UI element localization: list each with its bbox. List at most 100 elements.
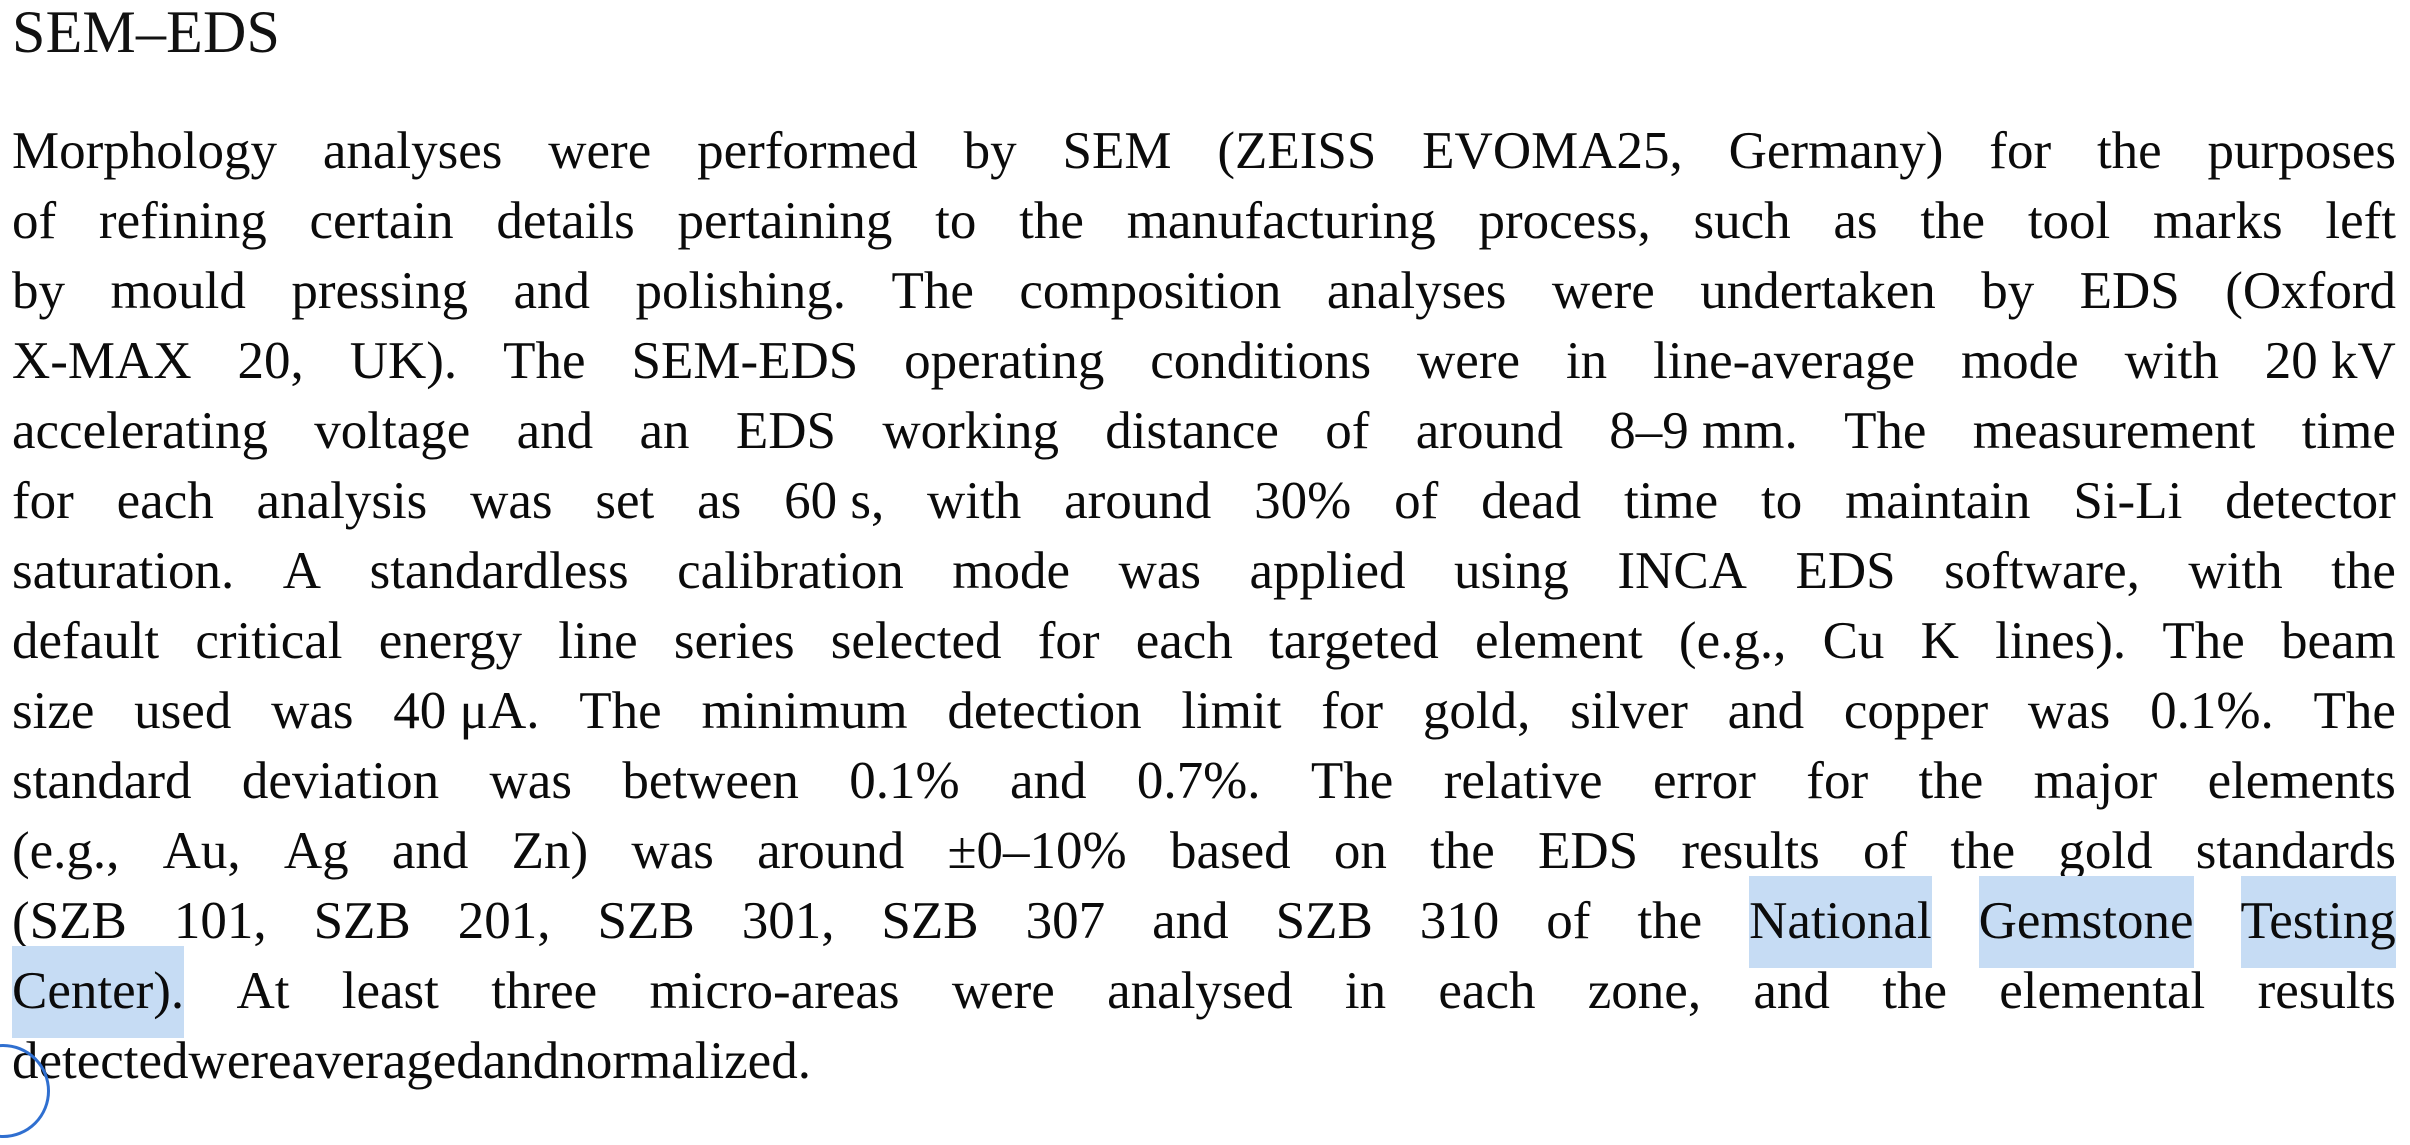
- word: 310: [1419, 892, 1500, 950]
- word: for: [12, 472, 74, 530]
- text-line: default critical energy line series selected f…: [12, 606, 2396, 676]
- word: saturation.: [12, 542, 235, 600]
- word: 8–9 mm.: [1609, 402, 1798, 460]
- word: results: [2257, 962, 2396, 1020]
- word: analysis: [256, 472, 428, 530]
- word: mode: [952, 542, 1071, 600]
- word: and: [1753, 962, 1830, 1020]
- word: composition: [1019, 262, 1282, 320]
- word: gold: [2058, 822, 2153, 880]
- selected-word[interactable]: Center).: [12, 956, 185, 1026]
- word: ±0–10%: [947, 822, 1127, 880]
- word: the: [1019, 192, 1084, 250]
- word: refining: [98, 192, 267, 250]
- word: analyses: [322, 122, 503, 180]
- word: copper: [1843, 682, 1989, 740]
- word: certain: [309, 192, 454, 250]
- word: beam: [2281, 612, 2396, 670]
- word: averaged: [291, 1032, 483, 1090]
- word: (ZEISS: [1217, 122, 1377, 180]
- word: Ag: [283, 822, 349, 880]
- word: The: [1310, 752, 1394, 810]
- word: of: [1325, 402, 1370, 460]
- text-line: X-MAX 20, UK). The SEM-EDS operating condition…: [12, 326, 2396, 396]
- word: (e.g.,: [12, 822, 120, 880]
- word: line: [558, 612, 638, 670]
- word: manufacturing: [1126, 192, 1436, 250]
- word: series: [673, 612, 795, 670]
- word: by: [1981, 262, 2035, 320]
- selected-word[interactable]: National: [1749, 886, 1932, 956]
- word: pertaining: [677, 192, 893, 250]
- word: pressing: [291, 262, 469, 320]
- word: the: [2096, 122, 2162, 180]
- word: the: [1430, 822, 1495, 880]
- word: standardless: [369, 542, 629, 600]
- word: conditions: [1150, 332, 1372, 390]
- word: The: [503, 332, 586, 390]
- word: the: [1918, 752, 1984, 810]
- word: standard: [12, 752, 192, 810]
- word: and: [391, 822, 469, 880]
- word: critical: [195, 612, 343, 670]
- word: to: [935, 192, 977, 250]
- word: elements: [2207, 752, 2396, 810]
- word: to: [1761, 472, 1803, 530]
- text-line-selected[interactable]: (SZB 101, SZB 201, SZB 301, SZB 307 and SZB 310 of t…: [12, 886, 2396, 956]
- word: the: [1637, 892, 1703, 950]
- word: were: [548, 122, 652, 180]
- word: around: [1064, 472, 1212, 530]
- word: Germany): [1728, 122, 1944, 180]
- text-line: detected were averaged and normalized.: [12, 1026, 2396, 1096]
- word: was: [631, 822, 714, 880]
- word: tool: [2027, 192, 2111, 250]
- word: 101,: [173, 892, 267, 950]
- word: set: [595, 472, 655, 530]
- word: silver: [1570, 682, 1688, 740]
- word: and: [1152, 892, 1229, 950]
- word: 0.7%.: [1136, 752, 1261, 810]
- word: process,: [1478, 192, 1651, 250]
- word: least: [341, 962, 439, 1020]
- word: operating: [904, 332, 1105, 390]
- word: with: [2188, 542, 2283, 600]
- word: EDS: [1538, 822, 1639, 880]
- word: the: [2331, 542, 2396, 600]
- text-line: of refining certain details pertaining to the m…: [12, 186, 2396, 256]
- word: default: [12, 612, 160, 670]
- text-line: size used was 40 μA. The minimum detection limi…: [12, 676, 2396, 746]
- word: (SZB: [12, 892, 127, 950]
- word: by: [12, 262, 65, 320]
- text-line: standard deviation was between 0.1% and 0.7%. T…: [12, 746, 2396, 816]
- word: three: [491, 962, 598, 1020]
- word: dead: [1481, 472, 1582, 530]
- word: line-average: [1653, 332, 1915, 390]
- word: of: [12, 192, 57, 250]
- word: by: [963, 122, 1017, 180]
- word: each: [1438, 962, 1536, 1020]
- word: SZB: [313, 892, 411, 950]
- word: accelerating: [12, 402, 268, 460]
- word: SEM-EDS: [631, 332, 859, 390]
- word: the: [1920, 192, 1986, 250]
- word: left: [2325, 192, 2396, 250]
- selected-word[interactable]: Gemstone: [1978, 886, 2194, 956]
- word: Si-Li: [2073, 472, 2183, 530]
- word: 0.1%: [849, 752, 960, 810]
- word: UK).: [349, 332, 458, 390]
- word: EVOMA25,: [1422, 122, 1683, 180]
- word: and: [516, 402, 594, 460]
- word: in: [1344, 962, 1387, 1020]
- word: each: [116, 472, 214, 530]
- word: details: [496, 192, 635, 250]
- word: was: [470, 472, 553, 530]
- word: analysed: [1107, 962, 1293, 1020]
- word: 30%: [1254, 472, 1352, 530]
- text-line-selected[interactable]: Center). At least three micro-areas were analy…: [12, 956, 2396, 1026]
- selected-word[interactable]: Testing: [2240, 886, 2396, 956]
- text-line: by mould pressing and polishing. The compositi…: [12, 256, 2396, 326]
- word: results: [1681, 822, 1820, 880]
- word: gold,: [1422, 682, 1531, 740]
- word: and: [1010, 752, 1087, 810]
